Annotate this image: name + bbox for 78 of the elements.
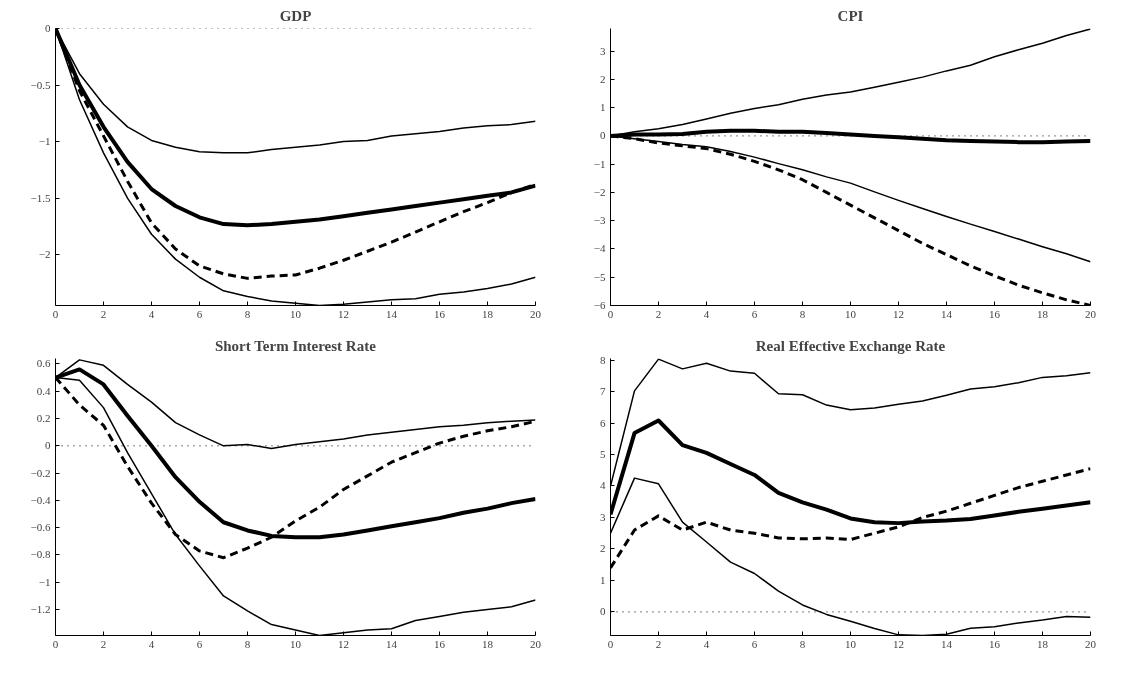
x-tick-label: 8 bbox=[799, 637, 806, 650]
y-tick-label: −6 bbox=[593, 299, 606, 311]
x-tick-label: 6 bbox=[751, 637, 758, 650]
y-tick-label: 0.4 bbox=[36, 384, 51, 397]
x-tick-label: 8 bbox=[244, 637, 251, 650]
y-tick-label: 2 bbox=[600, 72, 606, 85]
chart-title: Real Effective Exchange Rate bbox=[755, 337, 946, 354]
x-tick-label: 6 bbox=[196, 307, 203, 320]
y-tick-label: −0.2 bbox=[30, 466, 51, 479]
chart-title: GDP bbox=[279, 7, 312, 24]
y-tick-label: 7 bbox=[600, 385, 606, 398]
x-tick-label: 14 bbox=[941, 307, 953, 320]
x-tick-label: 16 bbox=[989, 637, 1001, 650]
y-tick-label: −1 bbox=[593, 157, 606, 170]
y-tick-label: −1.2 bbox=[30, 603, 51, 616]
chart-title: Short Term Interest Rate bbox=[214, 337, 377, 354]
x-tick-label: 8 bbox=[799, 307, 806, 320]
y-tick-label: 3 bbox=[600, 510, 606, 523]
x-tick-label: 2 bbox=[655, 307, 662, 320]
x-tick-label: 8 bbox=[244, 307, 251, 320]
y-tick-label: −2 bbox=[593, 185, 606, 198]
y-tick-label: −3 bbox=[593, 214, 606, 227]
y-tick-label: 4 bbox=[600, 479, 606, 492]
x-tick-label: 18 bbox=[1037, 637, 1049, 650]
x-tick-label: 2 bbox=[100, 307, 107, 320]
y-tick-label: 8 bbox=[600, 353, 606, 366]
y-tick-label: −4 bbox=[593, 242, 606, 255]
x-tick-label: 18 bbox=[482, 637, 494, 650]
x-tick-label: 12 bbox=[893, 307, 904, 320]
y-tick-label: −1.5 bbox=[30, 191, 51, 204]
x-tick-label: 10 bbox=[290, 307, 302, 320]
x-tick-label: 18 bbox=[482, 307, 494, 320]
y-tick-label: 0.2 bbox=[36, 412, 51, 425]
x-tick-label: 4 bbox=[703, 307, 710, 320]
y-tick-label: 0.6 bbox=[36, 357, 51, 370]
x-tick-label: 4 bbox=[703, 637, 710, 650]
x-tick-label: 4 bbox=[148, 637, 155, 650]
x-tick-label: 20 bbox=[530, 307, 542, 320]
x-tick-label: 14 bbox=[386, 637, 398, 650]
x-tick-label: 10 bbox=[845, 637, 857, 650]
x-tick-label: 16 bbox=[434, 637, 446, 650]
y-tick-label: −0.6 bbox=[30, 521, 51, 534]
x-tick-label: 2 bbox=[655, 637, 662, 650]
y-tick-label: −0.5 bbox=[30, 78, 51, 91]
y-tick-label: 0 bbox=[45, 439, 51, 452]
x-tick-label: 14 bbox=[941, 637, 953, 650]
x-tick-label: 4 bbox=[148, 307, 155, 320]
x-tick-label: 16 bbox=[434, 307, 446, 320]
x-tick-label: 16 bbox=[989, 307, 1001, 320]
x-tick-label: 12 bbox=[338, 637, 349, 650]
x-tick-label: 20 bbox=[1085, 637, 1097, 650]
x-tick-label: 10 bbox=[290, 637, 302, 650]
y-tick-label: −1 bbox=[38, 135, 51, 148]
y-tick-label: −1 bbox=[38, 575, 51, 588]
y-tick-label: −5 bbox=[593, 270, 606, 283]
y-tick-label: 0 bbox=[600, 605, 606, 618]
x-tick-label: 6 bbox=[751, 307, 758, 320]
x-tick-label: 12 bbox=[338, 307, 349, 320]
y-tick-label: −0.4 bbox=[30, 493, 51, 506]
y-tick-label: 6 bbox=[600, 416, 606, 429]
y-tick-label: −0.8 bbox=[30, 548, 51, 561]
x-tick-label: 12 bbox=[893, 637, 904, 650]
x-tick-label: 18 bbox=[1037, 307, 1049, 320]
y-tick-label: 0 bbox=[45, 22, 51, 34]
y-tick-label: 3 bbox=[600, 44, 606, 57]
y-tick-label: 2 bbox=[600, 542, 606, 555]
y-tick-label: 1 bbox=[600, 101, 606, 114]
x-tick-label: 10 bbox=[845, 307, 857, 320]
chart-title: CPI bbox=[837, 7, 864, 24]
y-tick-label: 1 bbox=[600, 573, 606, 586]
x-tick-label: 20 bbox=[530, 637, 542, 650]
x-tick-label: 2 bbox=[100, 637, 107, 650]
x-tick-label: 14 bbox=[386, 307, 398, 320]
x-tick-label: 20 bbox=[1085, 307, 1097, 320]
y-tick-label: −2 bbox=[38, 248, 51, 261]
y-tick-label: 5 bbox=[600, 448, 606, 461]
y-tick-label: 0 bbox=[600, 129, 606, 142]
x-tick-label: 6 bbox=[196, 637, 203, 650]
